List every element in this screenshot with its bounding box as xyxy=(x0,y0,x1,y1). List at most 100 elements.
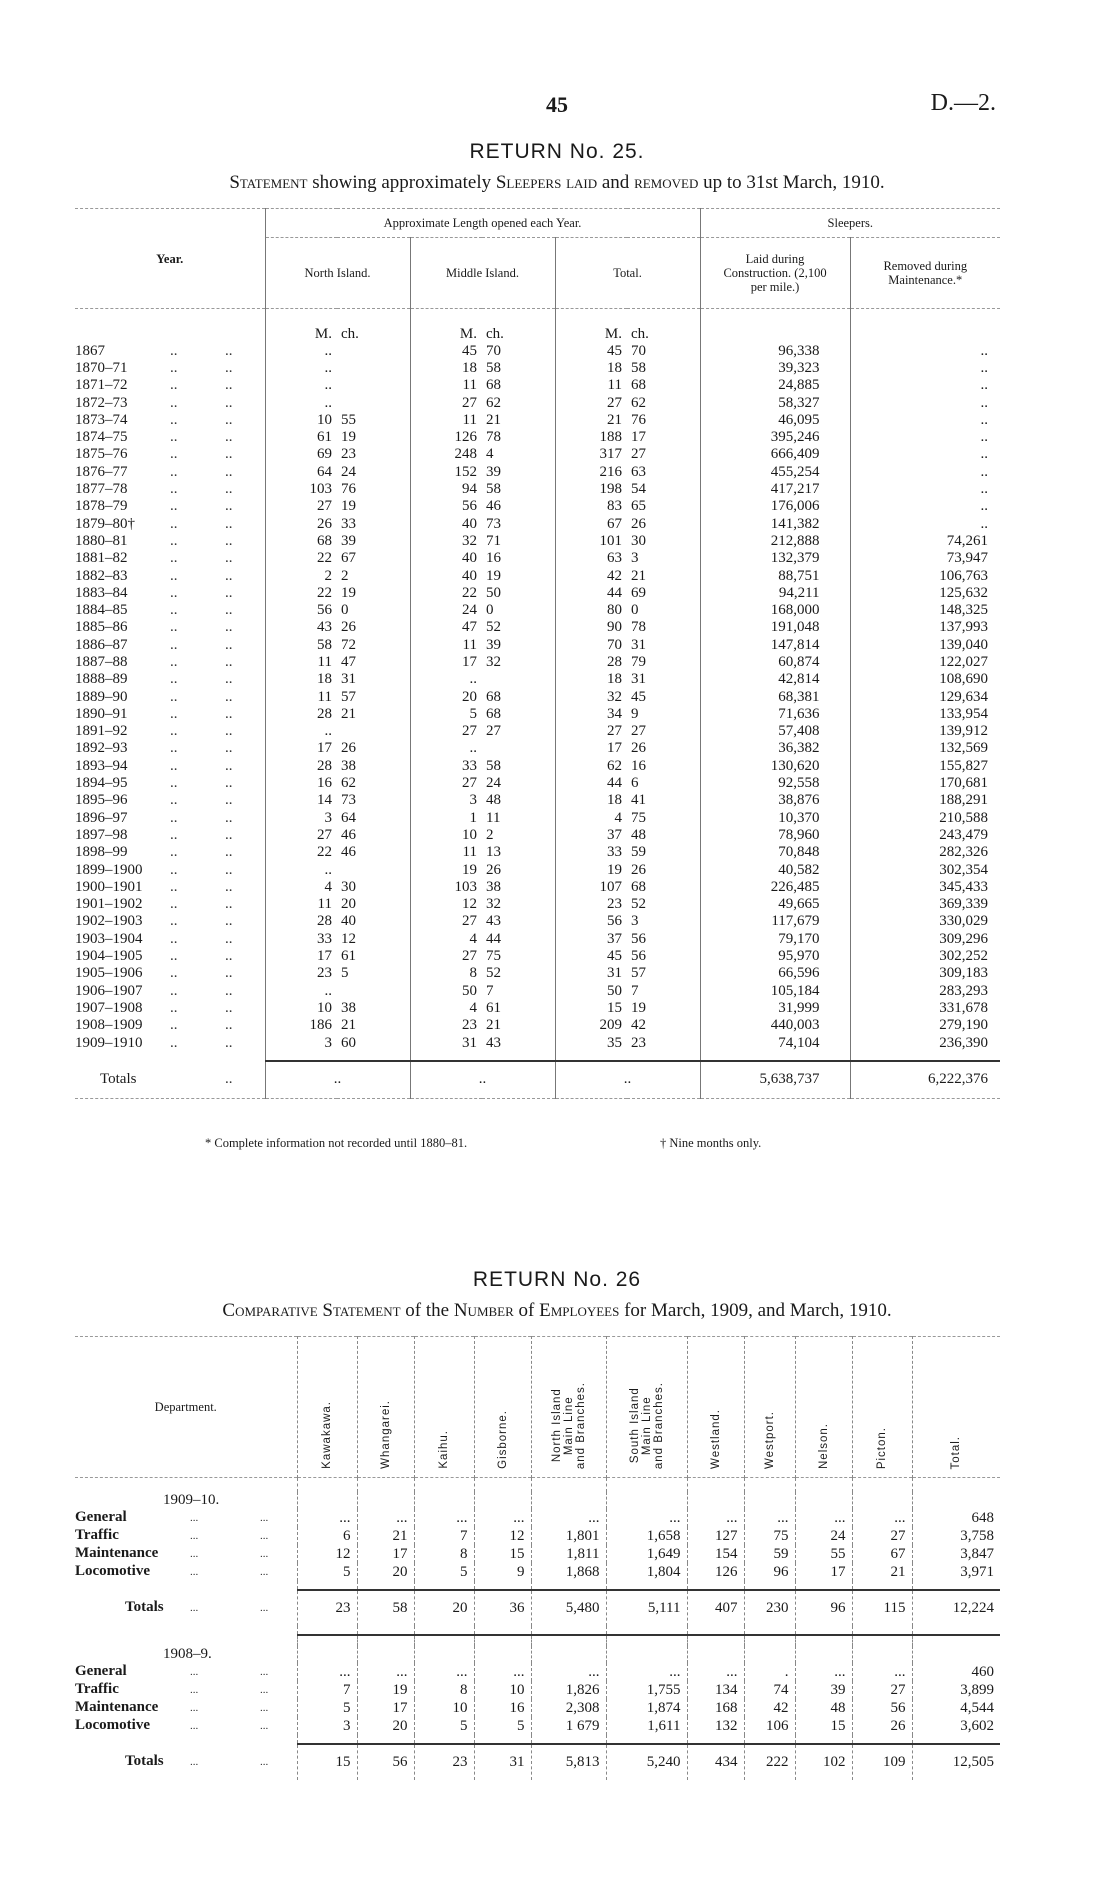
header-department: Department. xyxy=(154,1399,217,1414)
table-row: 1900–1901.... 4 30 103 38 107 68 226,485 345,433 xyxy=(75,878,1001,896)
year-group-heading: 1909–10. xyxy=(75,1492,1000,1509)
middle-island-miles: 45 xyxy=(409,342,482,360)
total-nelson: 96 xyxy=(794,1590,852,1626)
total-chains: 69 xyxy=(631,584,646,601)
total-westport: 222 xyxy=(743,1744,795,1780)
total-total: 12,224 xyxy=(911,1590,1000,1626)
north-island-chains: 20 xyxy=(341,896,356,913)
total-miles: 11 xyxy=(554,377,627,395)
cell-picton: ... xyxy=(851,1509,912,1527)
leader-dots: ... xyxy=(190,1666,199,1678)
sleepers-laid: 132,379 xyxy=(699,550,851,568)
cell-kawakawa: 5 xyxy=(296,1699,357,1717)
header-year: Year. xyxy=(156,251,184,266)
leader-dots: .. xyxy=(225,359,233,376)
middle-island-chains: 21 xyxy=(486,411,501,428)
year-cell: 1890–91.... xyxy=(75,706,265,723)
year-label: 1875–76 xyxy=(75,446,128,463)
north-island-chains: 57 xyxy=(341,688,356,705)
leader-dots: .. xyxy=(170,809,178,826)
year-label: 1889–90 xyxy=(75,688,128,705)
total-kawakawa: 15 xyxy=(296,1744,357,1780)
total-chains: 56 xyxy=(631,930,646,947)
cell-kaihu: ... xyxy=(413,1663,474,1681)
sleepers-removed: 139,912 xyxy=(849,723,1001,741)
subtitle-part: up to 31st March, 1910. xyxy=(698,172,885,193)
leader-dots: .. xyxy=(170,913,178,930)
middle-island-chains: 78 xyxy=(486,429,501,446)
sleepers-removed: 309,183 xyxy=(849,965,1001,983)
year-label: 1906–1907 xyxy=(75,982,143,999)
leader-dots: .. xyxy=(170,723,178,740)
year-cell: 1907–1908.... xyxy=(75,1000,265,1017)
sleepers-removed: .. xyxy=(849,463,1001,481)
total-miles: 209 xyxy=(554,1017,627,1035)
north-island-miles: 27 xyxy=(264,498,337,516)
year-label: 1884–85 xyxy=(75,602,128,619)
column-header: Westport. xyxy=(743,1336,795,1478)
middle-island-miles: 94 xyxy=(409,480,482,499)
cell-whangarei: 20 xyxy=(356,1717,414,1735)
middle-island-miles: 5 xyxy=(409,705,482,724)
total-westland: 407 xyxy=(686,1590,744,1626)
sleepers-laid: 57,408 xyxy=(699,723,851,741)
cell-gisborne: 9 xyxy=(473,1563,531,1581)
total-chains: 79 xyxy=(631,653,646,670)
leader-dots: .. xyxy=(170,429,178,446)
total-miles: 21 xyxy=(554,411,627,429)
cell-kaihu: 5 xyxy=(413,1563,474,1581)
north-island-chains: 19 xyxy=(341,584,356,601)
table-row: 1892–93.... 17 26.. 17 26 36,382 132,569 xyxy=(75,740,1001,758)
total-miles: 37 xyxy=(554,826,627,845)
total-chains: 3 xyxy=(631,550,639,567)
sleepers-removed: 74,261 xyxy=(849,532,1001,551)
total-chains: 6 xyxy=(631,775,639,792)
table-row: 1870–71...... 18 58 18 58 39,323.. xyxy=(75,359,1001,378)
sleepers-removed: 331,678 xyxy=(849,999,1001,1018)
north-island-chains: 61 xyxy=(341,948,356,965)
cell-picton: 56 xyxy=(851,1699,912,1717)
north-island-miles: 11 xyxy=(264,896,337,914)
year-cell: 1905–1906.... xyxy=(75,965,265,982)
year-cell: 1901–1902.... xyxy=(75,896,265,913)
cell-nelson: 15 xyxy=(794,1717,852,1735)
grand-total-length: .. xyxy=(554,1060,701,1099)
department-name: General xyxy=(75,1509,127,1525)
column-header: Kawakawa. xyxy=(296,1336,357,1478)
leader-dots: .. xyxy=(170,1034,178,1051)
leader-dots: ... xyxy=(260,1702,269,1714)
middle-island-chains: 32 xyxy=(486,653,501,670)
cell-kaihu: 8 xyxy=(413,1681,474,1699)
table-row: 1876–77.... 64 24 152 39 216 63 455,254.. xyxy=(75,463,1001,481)
cell-kawakawa: 12 xyxy=(296,1545,357,1563)
middle-island-chains: 68 xyxy=(486,705,501,722)
year-label: 1894–95 xyxy=(75,775,128,792)
column-header-label: South Island Main Line and Branches. xyxy=(628,1381,665,1469)
north-island-miles: 23 xyxy=(264,965,337,983)
leader-dots: .. xyxy=(170,688,178,705)
cell-south-island-main-line-and-branches: 1,874 xyxy=(605,1699,687,1717)
north-island-miles: .. xyxy=(264,359,337,378)
leader-dots: ... xyxy=(190,1530,199,1542)
cell-south-island-main-line-and-branches: ... xyxy=(605,1509,687,1527)
year-cell: 1883–84.... xyxy=(75,585,265,602)
totals-row: Totals...... 15 56 23 31 5,813 5,240 434 222 102 1… xyxy=(75,1744,1000,1780)
header-removed: Removed during Maintenance.* xyxy=(849,237,1001,309)
cell-westland: 132 xyxy=(686,1717,744,1735)
subtitle-part: and xyxy=(597,172,635,193)
leader-dots: .. xyxy=(225,792,233,809)
total-miles: 34 xyxy=(554,705,627,724)
department-cell: Locomotive...... xyxy=(75,1563,297,1581)
sleepers-laid: 42,814 xyxy=(699,671,851,689)
middle-island-miles: 40 xyxy=(409,515,482,533)
department-name: Maintenance xyxy=(75,1699,159,1715)
cell-kawakawa: 6 xyxy=(296,1527,357,1545)
total-miles: 18 xyxy=(554,359,627,378)
year-label: 1896–97 xyxy=(75,809,128,826)
cell-gisborne: ... xyxy=(473,1663,531,1681)
total-chains: 30 xyxy=(631,532,646,549)
middle-island-miles: .. xyxy=(409,740,482,758)
column-header: Picton. xyxy=(851,1336,912,1478)
cell-total: 3,899 xyxy=(911,1681,1000,1699)
sleepers-laid: 78,960 xyxy=(699,826,851,845)
